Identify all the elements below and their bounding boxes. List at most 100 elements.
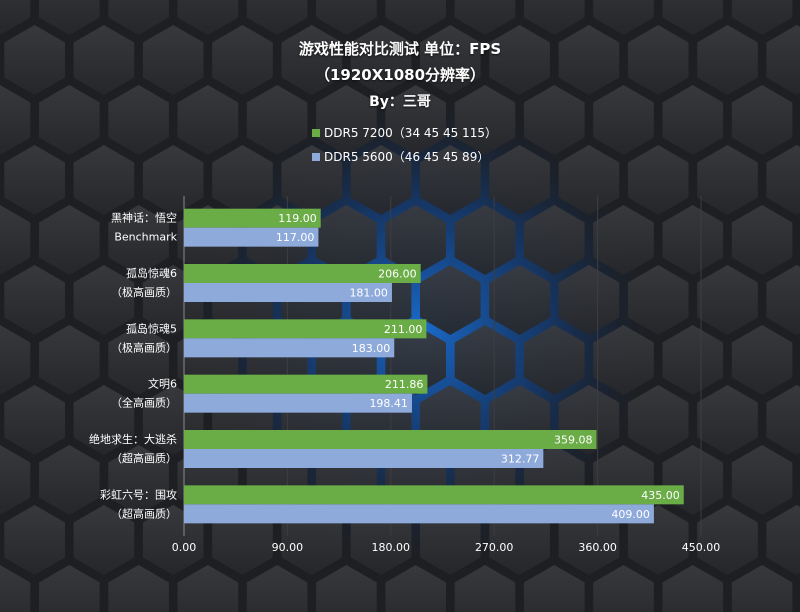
hexagon-tile bbox=[454, 0, 516, 35]
x-tick-label: 180.00 bbox=[372, 541, 411, 554]
hexagon-tile bbox=[350, 145, 412, 215]
hexagon-tile bbox=[39, 205, 100, 275]
hexagon-tile bbox=[0, 325, 31, 395]
hexagon-tile bbox=[212, 145, 273, 215]
category-label-sub: （极高画质） bbox=[111, 340, 177, 354]
hexagon-tile bbox=[0, 445, 31, 515]
hexagon-tile bbox=[697, 385, 758, 455]
hexagon-tile bbox=[454, 325, 516, 395]
hexagon-tile bbox=[246, 85, 308, 155]
chart-title: 游戏性能对比测试 单位：FPS bbox=[298, 40, 502, 58]
hexagon-tile bbox=[454, 205, 516, 275]
hexagon-tile bbox=[73, 145, 135, 215]
hexagon-tile bbox=[316, 85, 377, 155]
data-label: 206.00 bbox=[378, 268, 417, 281]
hexagon-tile bbox=[731, 565, 793, 612]
x-tick-label: 270.00 bbox=[475, 541, 514, 554]
legend-swatch-blue bbox=[312, 152, 320, 161]
hexagon-tile bbox=[662, 325, 724, 395]
hexagon-tile bbox=[697, 265, 758, 335]
hexagon-tile bbox=[385, 85, 446, 155]
hexagon-tile bbox=[108, 205, 169, 275]
hexagon-tile bbox=[662, 0, 724, 35]
hexagon-tile bbox=[4, 145, 66, 215]
hexagon-tile bbox=[731, 445, 793, 515]
hexagon-tile bbox=[523, 205, 585, 275]
hexagon-tile bbox=[731, 205, 793, 275]
bar-ddr5-5600 bbox=[184, 338, 395, 358]
data-label: 211.86 bbox=[385, 378, 424, 391]
hexagon-tile bbox=[558, 145, 620, 215]
hexagon-tile bbox=[558, 25, 620, 95]
x-tick-label: 360.00 bbox=[578, 541, 617, 554]
legend-swatch-green bbox=[312, 128, 320, 137]
legend-label: DDR5 5600（46 45 45 89） bbox=[324, 150, 490, 164]
hexagon-tile bbox=[0, 205, 31, 275]
x-tick-label: 450.00 bbox=[682, 541, 721, 554]
data-label: 435.00 bbox=[641, 489, 680, 502]
hexagon-tile bbox=[108, 0, 169, 35]
hexagon-tile bbox=[593, 325, 654, 395]
data-label: 409.00 bbox=[611, 508, 650, 521]
hexagon-tile bbox=[627, 145, 689, 215]
hexagon-tile bbox=[0, 565, 31, 612]
chart-subtitle: （1920X1080分辨率） bbox=[314, 66, 486, 84]
hexagon-tile bbox=[420, 145, 481, 215]
data-label: 312.77 bbox=[501, 453, 540, 466]
hexagon-tile bbox=[316, 205, 377, 275]
hexagon-tile bbox=[108, 445, 169, 515]
category-label: 孤岛惊魂5 bbox=[126, 321, 177, 335]
hexagon-tile bbox=[420, 265, 481, 335]
x-tick-label: 90.00 bbox=[272, 541, 304, 554]
hexagon-tile bbox=[766, 265, 800, 335]
hexagon-tile bbox=[39, 325, 100, 395]
data-label: 119.00 bbox=[278, 212, 317, 225]
hexagon-tile bbox=[627, 385, 689, 455]
bar-ddr5-7200 bbox=[184, 430, 597, 449]
bar-ddr5-5600 bbox=[184, 504, 654, 524]
legend-label: DDR5 7200（34 45 45 115） bbox=[324, 126, 497, 140]
hexagon-tile bbox=[108, 325, 169, 395]
hexagon-tile bbox=[212, 25, 273, 95]
hexagon-tile bbox=[73, 265, 135, 335]
hexagon-tile bbox=[73, 505, 135, 575]
hexagon-tile bbox=[731, 85, 793, 155]
hexagon-tile bbox=[4, 265, 66, 335]
hexagon-tile bbox=[39, 445, 100, 515]
hexagon-tile bbox=[731, 0, 793, 35]
chart-author: By：三哥 bbox=[369, 94, 431, 110]
hexagon-tile bbox=[108, 85, 169, 155]
hexagon-tile bbox=[489, 145, 550, 215]
category-label: 黑神话：悟空 bbox=[111, 211, 177, 225]
hexagon-tile bbox=[697, 505, 758, 575]
hexagon-tile bbox=[39, 85, 100, 155]
bar-ddr5-7200 bbox=[184, 208, 321, 228]
category-label: 孤岛惊魂6 bbox=[126, 266, 177, 280]
bar-ddr5-5600 bbox=[184, 393, 412, 413]
data-label: 211.00 bbox=[384, 323, 423, 336]
bar-ddr5-7200 bbox=[184, 374, 428, 394]
hexagon-tile bbox=[662, 565, 724, 612]
category-label: 文明6 bbox=[148, 377, 177, 391]
bar-ddr5-5600 bbox=[184, 283, 392, 302]
hexagon-tile bbox=[73, 25, 135, 95]
hexagon-tile bbox=[766, 145, 800, 215]
hexagon-tile bbox=[316, 565, 377, 612]
bar-ddr5-5600 bbox=[184, 449, 544, 468]
hexagon-tile bbox=[766, 505, 800, 575]
hexagon-tile bbox=[454, 565, 516, 612]
hexagon-tile bbox=[420, 25, 481, 95]
hexagon-tile bbox=[4, 385, 66, 455]
hexagon-tile bbox=[73, 385, 135, 455]
hexagon-tile bbox=[454, 85, 516, 155]
hexagon-tile bbox=[523, 325, 585, 395]
category-label-sub: （全高画质） bbox=[111, 396, 177, 410]
hexagon-tile bbox=[593, 565, 654, 612]
bar-ddr5-7200 bbox=[184, 319, 427, 339]
hexagon-tile bbox=[39, 0, 100, 35]
bar-ddr5-5600 bbox=[184, 227, 319, 247]
hexagon-tile bbox=[523, 565, 585, 612]
hexagon-tile bbox=[766, 25, 800, 95]
